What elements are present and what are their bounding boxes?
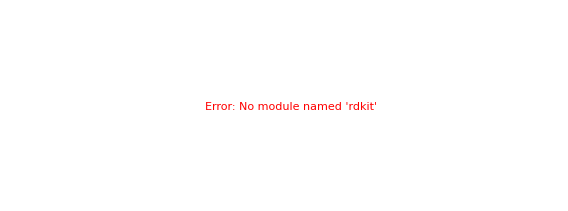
Text: Error: No module named 'rdkit': Error: No module named 'rdkit' — [205, 101, 377, 112]
